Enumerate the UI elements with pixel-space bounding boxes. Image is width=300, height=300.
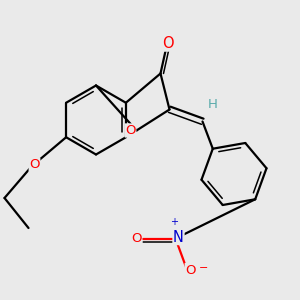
Text: +: + bbox=[170, 217, 178, 227]
Text: N: N bbox=[173, 230, 184, 244]
Text: O: O bbox=[131, 232, 142, 245]
Text: O: O bbox=[162, 36, 174, 51]
Text: H: H bbox=[208, 98, 218, 112]
Text: −: − bbox=[199, 263, 209, 274]
Text: O: O bbox=[185, 263, 196, 277]
Text: O: O bbox=[125, 124, 136, 137]
Text: O: O bbox=[29, 158, 40, 172]
